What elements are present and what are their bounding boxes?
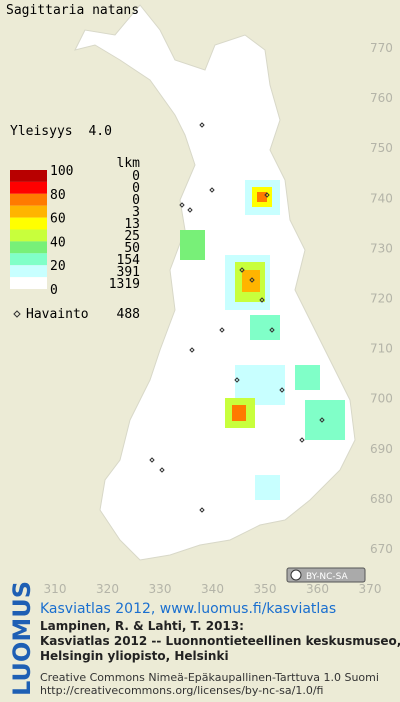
legend-count: 25	[124, 229, 140, 244]
grid-y-label: 720	[370, 292, 393, 306]
legend-count: 0	[132, 169, 140, 184]
legend-swatch	[10, 277, 47, 289]
legend-count: 154	[117, 253, 141, 268]
observation-symbol	[13, 310, 21, 318]
grid-x-label: 320	[96, 582, 119, 596]
legend-scale-label: 20	[50, 259, 66, 274]
observation-label: Havainto	[26, 307, 89, 322]
cc-icon	[290, 569, 302, 581]
grid-y-label: 740	[370, 191, 393, 205]
license-badge: BY-NC-SA	[306, 572, 349, 582]
grid-y-label: 680	[370, 492, 393, 506]
legend-swatch	[10, 170, 47, 182]
grid-y-label: 670	[370, 542, 393, 556]
legend-swatch	[10, 205, 47, 218]
legend-count: 13	[124, 217, 140, 232]
footer-link: Kasviatlas 2012, www.luomus.fi/kasviatla…	[40, 601, 336, 617]
count-header: lkm	[117, 156, 141, 171]
grid-x-label: 330	[149, 582, 172, 596]
grid-x-label: 370	[359, 582, 382, 596]
grid-y-label: 770	[370, 41, 393, 55]
citation-line: Kasviatlas 2012 -- Luonnontieteellinen k…	[40, 634, 400, 648]
legend-scale-label: 0	[50, 283, 58, 298]
license-text: Creative Commons Nimeä-Epäkaupallinen-Ta…	[40, 671, 379, 684]
frequency-value: 4.0	[88, 124, 111, 139]
legend-swatch	[10, 253, 47, 266]
citation-line: Helsingin yliopisto, Helsinki	[40, 649, 229, 663]
legend-scale-label: 100	[50, 164, 73, 179]
grid-x-label: 350	[254, 582, 277, 596]
legend-count: 391	[117, 265, 140, 280]
license-url: http://creativecommons.org/licenses/by-n…	[40, 684, 323, 697]
legend-scale-label: 80	[50, 188, 66, 203]
grid-y-label: 690	[370, 442, 393, 456]
legend-count: 3	[132, 205, 140, 220]
legend-swatch	[10, 241, 47, 254]
legend-count: 50	[124, 241, 140, 256]
legend-swatch	[10, 217, 47, 230]
legend-count: 0	[132, 193, 140, 208]
grid-y-label: 700	[370, 392, 393, 406]
observation-dots	[149, 122, 325, 513]
legend-swatch	[10, 265, 47, 278]
legend-swatch	[10, 229, 47, 242]
legend-scale-label: 60	[50, 212, 66, 227]
species-title: Sagittaria natans	[6, 3, 139, 18]
legend-swatch	[10, 181, 47, 194]
grid-x-label: 340	[201, 582, 224, 596]
legend-count: 1319	[109, 277, 140, 292]
grid-y-label: 760	[370, 91, 393, 105]
citation-line: Lampinen, R. & Lahti, T. 2013:	[40, 619, 244, 633]
grid-y-label: 710	[370, 342, 393, 356]
grid-y-label: 750	[370, 141, 393, 155]
finland-outline	[74, 4, 356, 561]
grid-x-label: 310	[44, 582, 67, 596]
legend-swatch	[10, 193, 47, 206]
frequency-name: Yleisyys	[10, 124, 73, 139]
frequency-label: Yleisyys 4.0	[10, 124, 112, 139]
license-badge-box	[286, 567, 366, 583]
logo: LUOMUS	[8, 581, 36, 696]
grid-x-label: 360	[306, 582, 329, 596]
grid-y-label: 730	[370, 241, 393, 255]
observation-count: 488	[117, 307, 140, 322]
legend-count: 0	[132, 181, 140, 196]
legend-scale-label: 40	[50, 235, 66, 250]
